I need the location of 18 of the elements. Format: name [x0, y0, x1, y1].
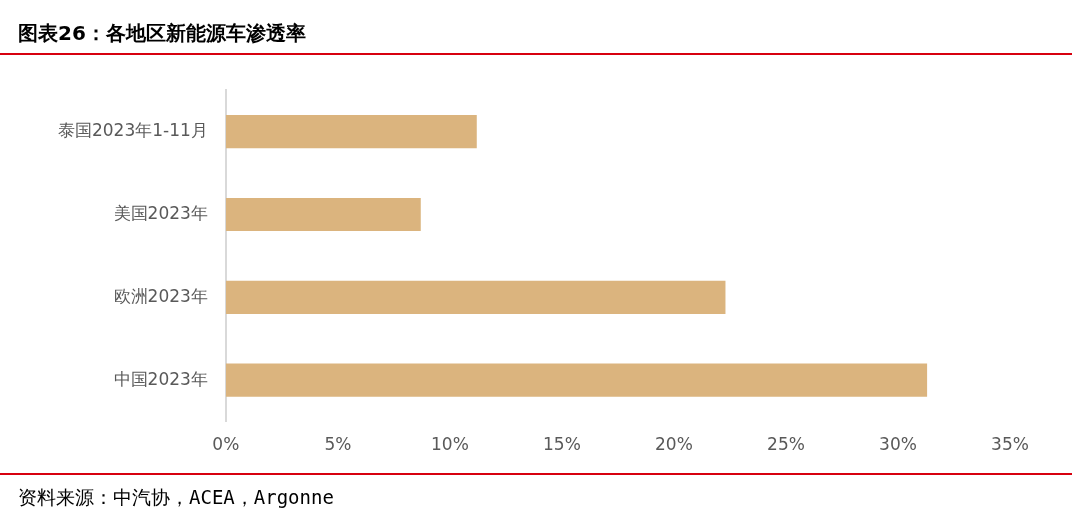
x-tick-label: 5%: [324, 434, 352, 455]
bar: [225, 115, 477, 149]
text: 资料来源：中汽协，ACEA，Argonne: [0, 473, 1072, 511]
x-tick-label: 10%: [430, 434, 469, 455]
y-tick-label: 中国2023年: [113, 368, 208, 389]
bar: [225, 197, 421, 232]
bar: [225, 280, 726, 314]
x-tick-label: 20%: [655, 434, 693, 455]
x-tick-label: 25%: [767, 434, 805, 455]
x-tick-label: 0%: [212, 434, 240, 455]
x-tick-label: 30%: [879, 434, 917, 455]
chart-title: 图表26：各地区新能源车渗透率: [0, 8, 1072, 55]
y-tick-label: 泰国2023年1-11月: [57, 120, 208, 141]
y-tick-label: 美国2023年: [113, 202, 208, 223]
x-tick-label: 15%: [543, 434, 581, 455]
y-tick-label: 欧洲2023年: [113, 285, 208, 306]
bar: [225, 363, 928, 397]
x-tick-label: 35%: [991, 434, 1029, 455]
